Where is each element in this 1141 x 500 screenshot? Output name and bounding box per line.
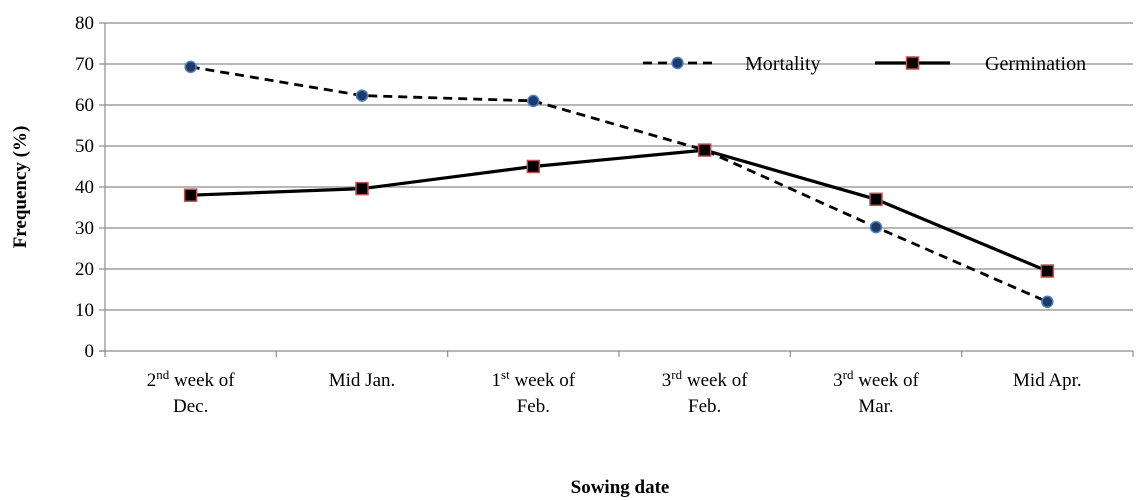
data-point-mortality — [869, 220, 883, 234]
series-line-germination — [190, 148, 1048, 273]
legend-label-mortality: Mortality — [745, 53, 821, 75]
x-tick-label: 1st week of — [492, 367, 576, 391]
gridlines — [105, 22, 1133, 311]
data-point-germination — [1040, 264, 1055, 278]
x-tick-label-line2: Dec. — [173, 396, 208, 417]
y-tick-label: 0 — [85, 341, 95, 362]
x-axis-title: Sowing date — [571, 477, 670, 498]
legend: Mortality Germination — [643, 53, 1086, 75]
x-tick-label-line2: Feb. — [517, 396, 550, 417]
y-tick-label: 10 — [75, 300, 94, 321]
data-point-germination — [355, 181, 369, 196]
x-tick-label: 3rd week of — [662, 367, 748, 391]
y-axis-title: Frequency (%) — [10, 126, 31, 249]
series-line-mortality — [190, 65, 1048, 304]
legend-marker-germination — [905, 56, 920, 70]
x-tick-label: Mid Apr. — [1013, 370, 1082, 391]
axes — [99, 22, 1134, 357]
x-tick-labels: 2nd week of Dec. Mid Jan. 1st week of Feb. 3r… — [147, 367, 1082, 417]
series-germination — [183, 143, 1055, 278]
y-tick-label: 40 — [75, 177, 94, 198]
y-tick-label: 50 — [75, 136, 94, 157]
series-mortality — [184, 60, 1054, 309]
y-tick-label: 60 — [75, 95, 94, 116]
legend-marker-mortality — [671, 56, 684, 70]
data-point-mortality — [355, 89, 369, 102]
y-tick-label: 20 — [75, 259, 94, 280]
data-point-mortality — [184, 60, 197, 74]
y-tick-label: 80 — [75, 13, 94, 34]
x-tick-label: 2nd week of — [147, 367, 236, 391]
x-tick-label-line2: Mar. — [858, 396, 893, 417]
data-point-mortality — [527, 94, 540, 108]
data-point-germination — [526, 159, 541, 174]
x-tick-label: 3rd week of — [833, 367, 919, 391]
data-point-germination — [697, 143, 712, 157]
x-tick-label: Mid Jan. — [329, 370, 396, 391]
data-point-germination — [183, 188, 198, 202]
legend-label-germination: Germination — [985, 53, 1086, 75]
y-tick-label: 30 — [75, 218, 94, 239]
x-tick-label-line2: Feb. — [688, 396, 721, 417]
y-tick-label: 70 — [75, 54, 94, 75]
series-lines — [183, 60, 1055, 309]
y-tick-labels: 0 10 20 30 40 50 60 70 80 — [75, 13, 94, 362]
data-point-mortality — [1041, 295, 1054, 309]
data-point-germination — [869, 192, 883, 207]
